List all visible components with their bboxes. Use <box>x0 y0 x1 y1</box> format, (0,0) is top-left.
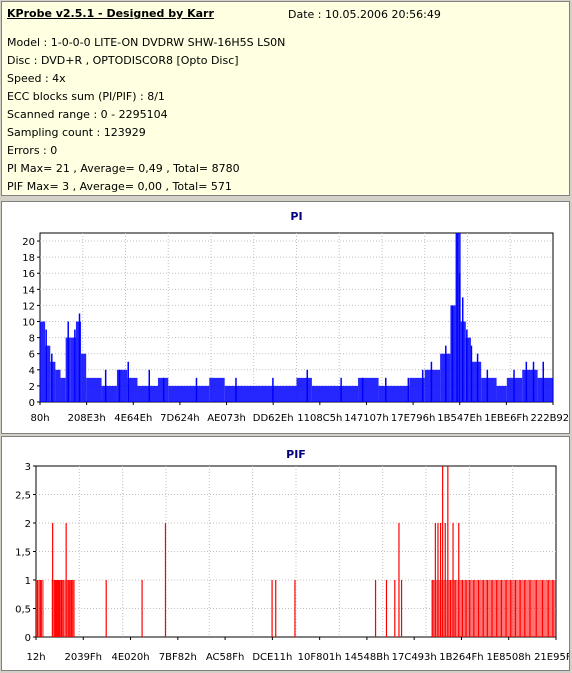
x-tick-label: 4E64Eh <box>114 413 152 424</box>
pi-bar-segment <box>470 361 482 402</box>
y-tick-label: 2 <box>25 519 31 530</box>
pi-bar-segment <box>40 321 46 402</box>
y-tick-label: 2,5 <box>15 491 31 502</box>
info-errors: Errors : 0 <box>7 144 58 157</box>
x-tick-label: 2039Fh <box>64 652 102 663</box>
x-tick-label: 1B547Eh <box>437 413 482 424</box>
pi-bar-segment <box>70 337 76 402</box>
pi-bar-segment <box>409 377 425 402</box>
y-tick-label: 14 <box>22 285 35 296</box>
pi-bar-segment <box>101 385 117 402</box>
pi-bar-segment <box>127 377 138 402</box>
y-tick-label: 18 <box>22 253 35 264</box>
pi-bar-segment <box>296 377 312 402</box>
y-tick-label: 0 <box>29 398 35 409</box>
y-tick-label: 2 <box>29 382 35 393</box>
pi-bar-segment <box>60 377 66 402</box>
y-tick-label: 16 <box>22 269 35 280</box>
chart-title: PIF <box>286 448 306 461</box>
info-model: Model : 1-0-0-0 LITE-ON DVDRW SHW-16H5S … <box>7 36 286 49</box>
x-tick-label: 17C493h <box>392 652 437 663</box>
y-tick-label: 12 <box>22 301 35 312</box>
info-panel: KProbe v2.5.1 - Designed by Karr Date : … <box>1 1 570 196</box>
pi-chart-panel: PI 0 2 4 6 8 10 12 14 16 18 20 80h 208E3h 4E64Eh 7D624h… <box>1 201 572 434</box>
pif-bar-block <box>519 580 556 637</box>
pif-chart-panel: PIF 0 0,5 1 1,5 2 2,5 3 12h 2039Fh 4E020h 7BF82h AC5… <box>1 436 572 671</box>
y-tick-label: 1 <box>25 576 31 587</box>
pi-bar-segment <box>496 385 507 402</box>
pi-bar-segment <box>465 337 471 402</box>
chart-title: PI <box>290 210 302 223</box>
x-tick-label: AE073h <box>207 413 246 424</box>
y-tick-label: 8 <box>29 334 35 345</box>
y-tick-label: 3 <box>25 462 31 473</box>
pi-bar-segment <box>50 361 56 402</box>
x-tick-label: 1108C5h <box>297 413 342 424</box>
x-tick-label: 4E020h <box>111 652 149 663</box>
y-tick-label: 4 <box>29 366 35 377</box>
x-tick-label: 7BF82h <box>159 652 197 663</box>
pi-bar-segment <box>116 369 128 402</box>
x-tick-label: 147107h <box>344 413 389 424</box>
y-tick-label: 20 <box>22 237 35 248</box>
pi-bar-segment <box>311 385 359 402</box>
pi-chart: PI 0 2 4 6 8 10 12 14 16 18 20 80h 208E3h 4E64Eh 7D624h… <box>22 210 572 424</box>
pi-bar-segment <box>209 377 225 402</box>
pi-bar-segment <box>522 369 538 402</box>
x-tick-label: AC58Fh <box>206 652 244 663</box>
pi-bar-segment <box>137 385 158 402</box>
pi-bar-segment <box>537 377 553 402</box>
x-tick-label: 222B92h <box>530 413 569 424</box>
y-tick-label: 6 <box>29 350 35 361</box>
app-title: KProbe v2.5.1 - Designed by Karr <box>7 7 214 20</box>
x-tick-label: 1E8508h <box>486 652 530 663</box>
info-disc: Disc : DVD+R , OPTODISCOR8 [Opto Disc] <box>7 54 239 67</box>
x-tick-label: 208E3h <box>68 413 106 424</box>
pi-bar-segment <box>481 377 497 402</box>
pi-bar-segment <box>86 377 102 402</box>
y-tick-label: 0 <box>25 633 31 644</box>
y-tick-label: 0,5 <box>15 605 31 616</box>
y-tick-label: 10 <box>22 318 35 329</box>
x-tick-label: 14548Bh <box>344 652 389 663</box>
pi-bar-segment <box>45 345 51 402</box>
info-pif-stats: PIF Max= 3 , Average= 0,00 , Total= 571 <box>7 180 232 193</box>
x-tick-label: 21E95Fh <box>534 652 569 663</box>
pi-bar-segment <box>378 385 410 402</box>
info-speed: Speed : 4x <box>7 72 66 85</box>
info-ecc-sum: ECC blocks sum (PI/PIF) : 8/1 <box>7 90 165 103</box>
info-scanned-range: Scanned range : 0 - 2295104 <box>7 108 168 121</box>
pi-bar-segment <box>81 353 87 402</box>
pi-bar-segment <box>75 321 82 402</box>
x-tick-label: 17E796h <box>391 413 435 424</box>
pi-bar-segment <box>358 377 379 402</box>
x-tick-label: 1EBE6Fh <box>484 413 528 424</box>
x-tick-label: 7D624h <box>160 413 200 424</box>
scan-date: Date : 10.05.2006 20:56:49 <box>288 8 441 21</box>
pif-chart: PIF 0 0,5 1 1,5 2 2,5 3 12h 2039Fh 4E020h 7BF82h AC5… <box>15 448 572 663</box>
x-tick-label: DD62Eh <box>253 413 294 424</box>
y-tick-label: 1,5 <box>15 548 31 559</box>
pi-bar-segment <box>168 385 210 402</box>
x-tick-label: 80h <box>30 413 49 424</box>
pi-bar-segment <box>455 233 461 402</box>
x-tick-label: DCE11h <box>252 652 292 663</box>
pi-bar-segment <box>55 369 61 402</box>
info-pi-stats: PI Max= 21 , Average= 0,49 , Total= 8780 <box>7 162 240 175</box>
x-tick-label: 10F801h <box>298 652 342 663</box>
pi-bar-segment <box>224 385 297 402</box>
x-tick-label: 12h <box>26 652 45 663</box>
pi-bar-segment <box>424 369 441 402</box>
x-tick-label: 1B264Fh <box>439 652 483 663</box>
info-sampling-count: Sampling count : 123929 <box>7 126 146 139</box>
